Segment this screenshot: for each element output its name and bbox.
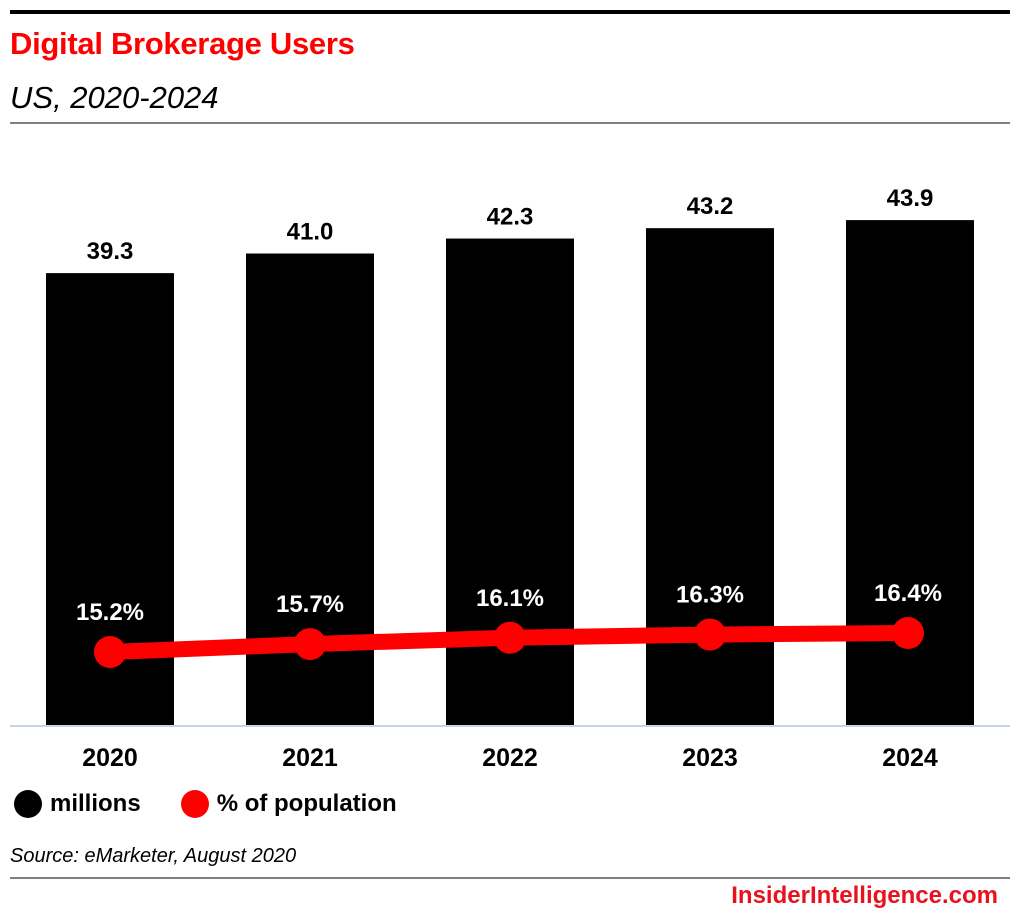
chart-subtitle: US, 2020-2024	[10, 80, 219, 115]
line-label-2024: 16.4%	[874, 580, 942, 607]
top-rule	[10, 10, 1010, 14]
line-label-2022: 16.1%	[476, 585, 544, 612]
bar-2023	[646, 228, 774, 726]
legend: millions % of population	[14, 790, 437, 818]
x-axis-tick-labels: 2020 2021 2022 2023 2024	[82, 744, 938, 772]
legend-marker-black-circle-icon	[14, 790, 42, 818]
bar-label-2020: 39.3	[87, 238, 134, 265]
x-tick-2022: 2022	[482, 744, 538, 772]
legend-label: millions	[50, 790, 141, 817]
line-point-2020	[94, 636, 126, 668]
bar-label-2021: 41.0	[287, 219, 334, 246]
line-series	[94, 617, 924, 668]
header-divider	[10, 122, 1010, 124]
x-tick-2023: 2023	[682, 744, 738, 772]
legend-label: % of population	[216, 790, 397, 817]
footer-divider	[10, 877, 1010, 879]
brand-link[interactable]: InsiderIntelligence.com	[731, 882, 998, 909]
x-tick-2020: 2020	[82, 744, 138, 772]
bar-label-2024: 43.9	[887, 185, 934, 212]
legend-marker-red-circle-icon	[180, 790, 209, 818]
line-label-2021: 15.7%	[276, 591, 344, 618]
legend-item-percent-population: % of population	[180, 790, 397, 818]
bar-value-labels: 39.3 41.0 42.3 43.2 43.9	[87, 185, 934, 265]
line-point-2022	[494, 621, 526, 654]
bar-label-2022: 42.3	[487, 204, 534, 231]
legend-item-millions: millions	[14, 790, 141, 818]
bar-2024	[846, 220, 974, 726]
line-point-2024	[892, 617, 924, 650]
line-label-2023: 16.3%	[676, 582, 744, 609]
x-tick-2021: 2021	[282, 744, 338, 772]
line-label-2020: 15.2%	[76, 599, 144, 626]
x-tick-2024: 2024	[882, 744, 938, 772]
chart-title: Digital Brokerage Users	[10, 26, 355, 61]
line-value-labels: 15.2% 15.7% 16.1% 16.3% 16.4%	[76, 580, 942, 626]
source-note: Source: eMarketer, August 2020	[10, 845, 297, 867]
bar-label-2023: 43.2	[687, 193, 734, 220]
line-point-2021	[294, 628, 326, 661]
line-point-2023	[694, 618, 726, 651]
